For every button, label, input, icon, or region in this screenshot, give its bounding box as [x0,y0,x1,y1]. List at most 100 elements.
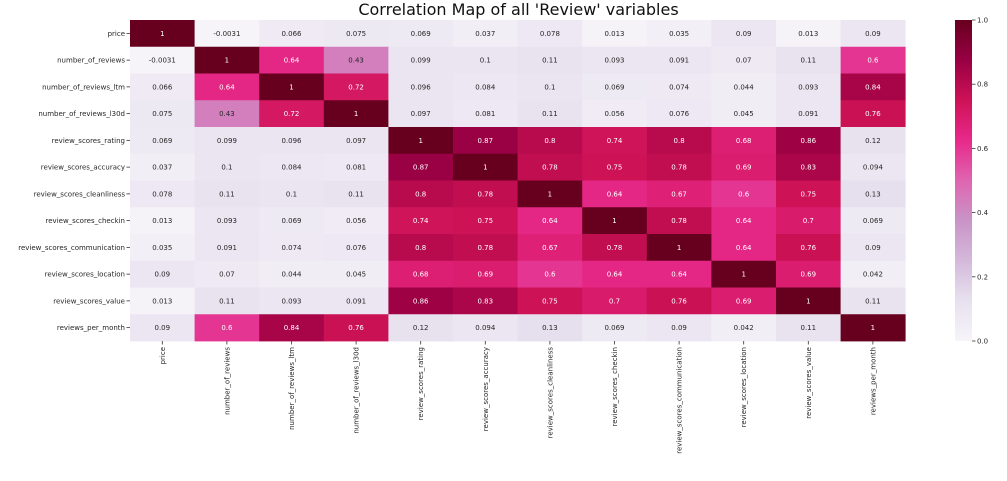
heatmap-cell-10-2 [259,287,325,315]
heatmap-cell-9-0 [130,260,195,288]
cell-value-label: 0.074 [281,244,302,252]
heatmap-cell-5-4 [388,153,454,181]
heatmap-cell-11-6 [517,314,583,342]
cell-value-label: 0.069 [863,217,883,225]
cell-value-label: 0.6 [544,271,556,279]
heatmap-cell-1-1 [194,46,260,74]
heatmap-cell-9-11 [840,260,906,288]
cell-value-label: 0.044 [281,271,302,279]
heatmap-cell-9-4 [388,260,454,288]
cell-value-label: 1 [225,57,229,65]
colorbar-tick-label: 0.6 [977,145,989,153]
cell-value-label: 0.67 [671,190,687,198]
cell-value-label: -0.0031 [149,57,176,65]
cell-value-label: 0.056 [604,110,625,118]
cell-value-label: 0.078 [540,30,560,38]
heatmap-cell-1-5 [453,46,518,74]
heatmap-cell-3-5 [453,100,518,128]
cell-value-label: -0.0031 [213,30,240,38]
heatmap-cell-8-7 [582,234,648,262]
cell-value-label: 0.6 [738,190,750,198]
heatmap-cell-8-3 [323,234,389,262]
cell-value-label: 0.64 [284,57,300,65]
cell-value-label: 0.1 [286,190,297,198]
cell-value-label: 0.09 [155,271,171,279]
cell-value-label: 0.69 [736,297,752,305]
column-tick-label: review_scores_location [740,347,748,427]
heatmap-cell-5-8 [646,153,712,181]
cell-value-label: 0.037 [152,164,172,172]
heatmap-cell-0-5 [453,20,518,48]
cell-value-label: 0.87 [478,137,494,145]
cell-value-label: 0.86 [801,137,817,145]
heatmap-cell-labels: 1 -0.0031 0.066 0.075 0.069 0.037 0.078 0.013 0.… [149,30,884,332]
cell-value-label: 0.11 [542,57,558,65]
cell-value-label: 1 [483,164,487,172]
heatmap-cell-6-1 [194,180,260,208]
cell-value-label: 0.035 [152,244,172,252]
heatmap-cell-6-2 [259,180,325,208]
row-tick-labels: price number_of_reviews number_of_reviews_… [18,30,130,332]
cell-value-label: 0.091 [217,244,237,252]
cell-value-label: 0.84 [284,324,300,332]
heatmap-cell-2-1 [194,73,260,101]
cell-value-label: 0.78 [478,244,494,252]
cell-value-label: 0.097 [411,110,431,118]
cell-value-label: 0.64 [607,190,623,198]
heatmap-cell-0-0 [130,20,195,48]
cell-value-label: 0.78 [671,217,687,225]
heatmap-cell-0-3 [323,20,389,48]
cell-value-label: 0.013 [604,30,624,38]
cell-value-label: 0.8 [415,190,426,198]
heatmap-cell-11-2 [259,314,325,342]
heatmap-cell-5-11 [840,153,906,181]
chart-title: Correlation Map of all 'Review' variable… [358,0,679,19]
cell-value-label: 0.081 [346,164,366,172]
cell-value-label: 0.69 [478,271,494,279]
cell-value-label: 0.78 [671,164,687,172]
cell-value-label: 0.1 [480,57,491,65]
heatmap-cell-10-3 [323,287,389,315]
column-tick-label: review_scores_accuracy [482,347,490,431]
colorbar: 0.0 0.2 0.4 0.6 0.8 1.0 [955,17,989,346]
heatmap-cell-10-10 [776,287,841,315]
cell-value-label: 0.76 [671,297,687,305]
cell-value-label: 0.86 [413,297,429,305]
heatmap-cell-3-3 [323,100,389,128]
cell-value-label: 0.078 [152,190,172,198]
cell-value-label: 0.056 [346,217,367,225]
cell-value-label: 0.64 [219,83,235,91]
heatmap-cell-4-5 [453,127,518,155]
heatmap-cell-4-4 [388,127,454,155]
heatmap-cell-3-11 [840,100,906,128]
heatmap-cell-2-0 [130,73,195,101]
column-tick-label: price [159,347,167,364]
cell-value-label: 0.084 [281,164,302,172]
column-tick-label: number_of_reviews_l30d [353,347,361,434]
heatmap-cell-6-7 [582,180,648,208]
heatmap-cell-1-0 [130,46,195,74]
heatmap-cell-7-10 [776,207,841,235]
heatmap-cell-1-3 [323,46,389,74]
row-tick-label: reviews_per_month [57,324,125,332]
heatmap-cell-2-11 [840,73,906,101]
cell-value-label: 0.13 [865,190,881,198]
cell-value-label: 0.78 [478,190,494,198]
cell-value-label: 0.1 [544,83,555,91]
cell-value-label: 0.11 [219,297,235,305]
heatmap-cell-5-9 [711,153,777,181]
heatmap-cells [130,20,906,342]
heatmap-cell-1-10 [776,46,841,74]
heatmap-cell-0-2 [259,20,325,48]
heatmap-cell-5-7 [582,153,648,181]
heatmap-cell-3-10 [776,100,841,128]
cell-value-label: 0.09 [865,30,881,38]
cell-value-label: 0.6 [867,57,879,65]
heatmap-cell-4-6 [517,127,583,155]
cell-value-label: 0.013 [152,297,172,305]
row-tick-label: review_scores_cleanliness [34,190,126,198]
heatmap-cell-5-2 [259,153,325,181]
heatmap-cell-3-9 [711,100,777,128]
heatmap-cell-5-3 [323,153,389,181]
cell-value-label: 0.64 [607,271,623,279]
